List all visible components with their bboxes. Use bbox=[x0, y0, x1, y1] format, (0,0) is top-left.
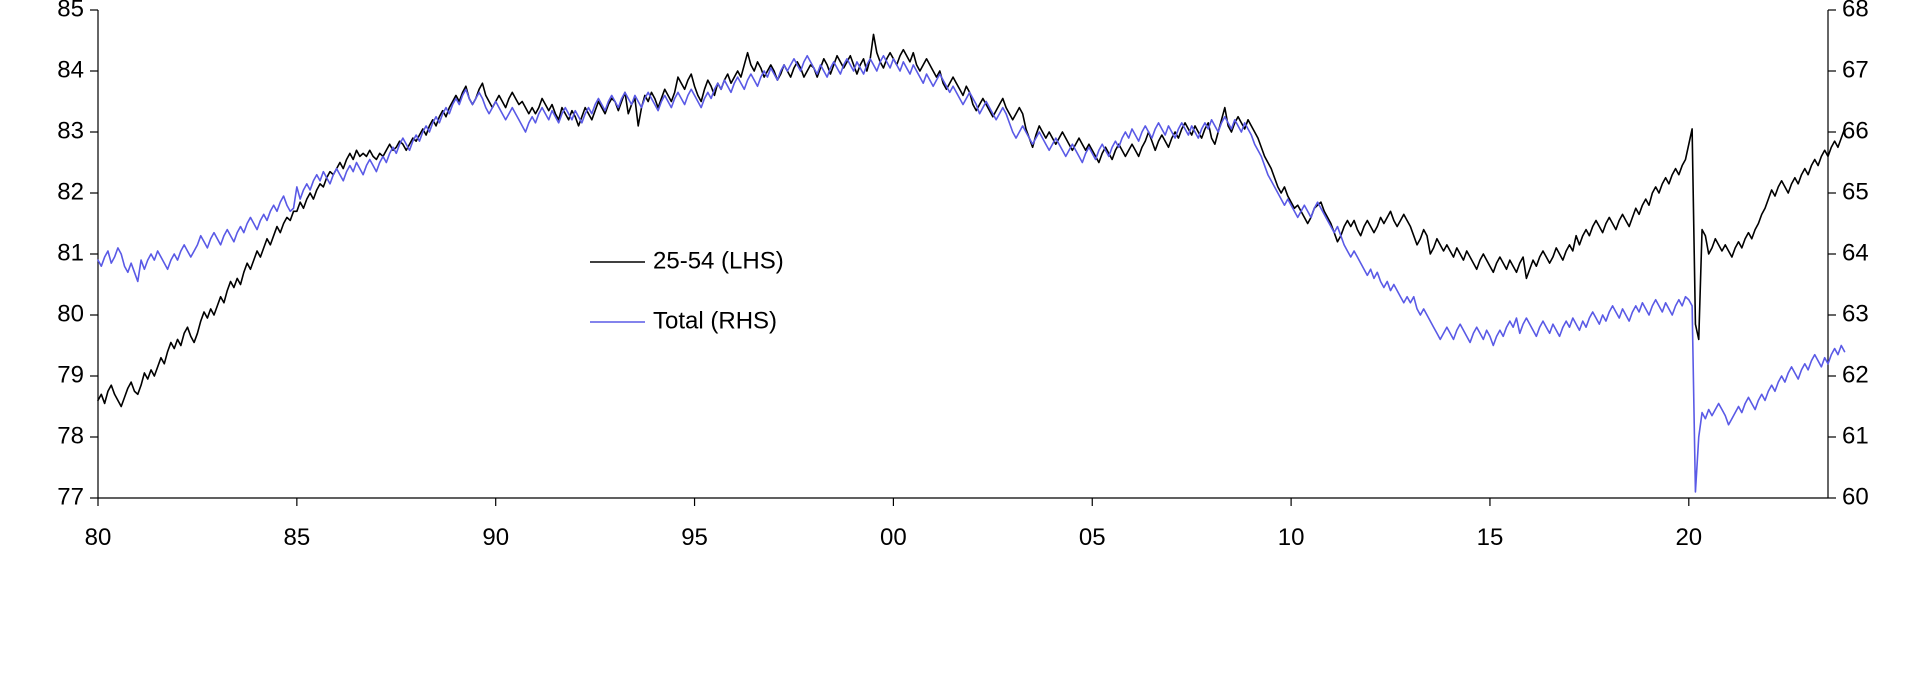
x-tick-label: 15 bbox=[1477, 524, 1504, 551]
y-right-tick-label: 60 bbox=[1842, 483, 1869, 510]
y-right-tick-label: 66 bbox=[1842, 117, 1869, 144]
y-left-tick-label: 79 bbox=[57, 361, 84, 388]
x-tick-label: 95 bbox=[681, 524, 708, 551]
y-left-tick-label: 83 bbox=[57, 117, 84, 144]
y-right-tick-label: 67 bbox=[1842, 56, 1869, 83]
y-left-tick-label: 77 bbox=[57, 483, 84, 510]
dual-axis-line-chart: 80 85 90 95 00 05 10 15 20 77 78 79 80 81 82 83 84 85 60 61… bbox=[0, 0, 1925, 691]
y-left-tick-label: 85 bbox=[57, 0, 84, 22]
y-right-tick-label: 65 bbox=[1842, 178, 1869, 205]
y-left-tick-label: 82 bbox=[57, 178, 84, 205]
y-right-tick-label: 68 bbox=[1842, 0, 1869, 22]
x-tick-label: 05 bbox=[1079, 524, 1106, 551]
legend-label: Total (RHS) bbox=[653, 307, 777, 334]
y-right-tick-label: 64 bbox=[1842, 239, 1869, 266]
y-left-tick-label: 81 bbox=[57, 239, 84, 266]
x-tick-label: 90 bbox=[482, 524, 509, 551]
y-left-tick-label: 78 bbox=[57, 422, 84, 449]
x-tick-label: 85 bbox=[283, 524, 310, 551]
y-right-tick-label: 63 bbox=[1842, 300, 1869, 327]
x-tick-label: 80 bbox=[85, 524, 112, 551]
y-right-tick-label: 61 bbox=[1842, 422, 1869, 449]
x-tick-label: 00 bbox=[880, 524, 907, 551]
x-tick-label: 10 bbox=[1278, 524, 1305, 551]
legend-label: 25-54 (LHS) bbox=[653, 247, 784, 274]
y-left-tick-label: 80 bbox=[57, 300, 84, 327]
chart-svg: 80 85 90 95 00 05 10 15 20 77 78 79 80 81 82 83 84 85 60 61… bbox=[0, 0, 1925, 691]
y-right-tick-label: 62 bbox=[1842, 361, 1869, 388]
x-tick-label: 20 bbox=[1675, 524, 1702, 551]
y-left-tick-label: 84 bbox=[57, 56, 84, 83]
